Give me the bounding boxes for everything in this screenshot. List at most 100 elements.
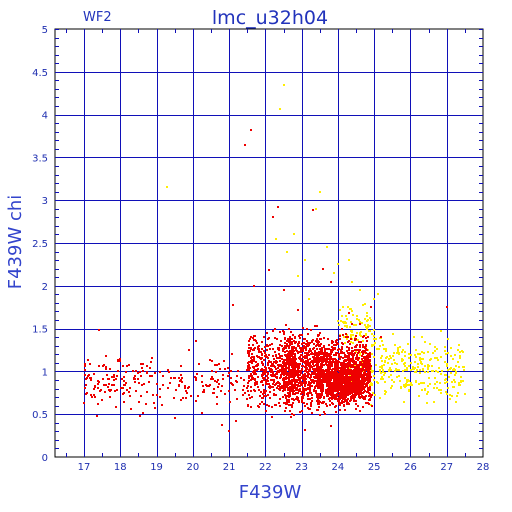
data-point (285, 397, 287, 399)
data-point (375, 364, 377, 366)
data-point (248, 394, 250, 396)
data-point (305, 388, 307, 390)
data-point (319, 378, 321, 380)
data-point (142, 363, 144, 365)
data-point (341, 374, 343, 376)
data-point (410, 382, 412, 384)
data-point (184, 385, 186, 387)
data-point (418, 383, 420, 385)
data-point (293, 340, 295, 342)
data-point (271, 365, 273, 367)
data-point (262, 374, 264, 376)
grid-lines (55, 29, 483, 457)
data-point (367, 359, 369, 361)
data-point (261, 348, 263, 350)
data-point (116, 389, 118, 391)
data-point (298, 364, 300, 366)
data-point (223, 360, 225, 362)
data-point (297, 373, 299, 375)
y-tick-label: 1.5 (32, 325, 48, 336)
data-point (349, 343, 351, 345)
data-point (302, 378, 304, 380)
data-point (272, 371, 274, 373)
data-point (304, 377, 306, 379)
data-point (281, 371, 283, 373)
data-point (300, 393, 302, 395)
data-point (453, 386, 455, 388)
data-point (173, 397, 175, 399)
data-point (273, 389, 275, 391)
data-point (288, 378, 290, 380)
data-point (339, 335, 341, 337)
data-point (300, 371, 302, 373)
data-point (279, 405, 281, 407)
data-point (247, 385, 249, 387)
data-point (315, 208, 317, 210)
data-point (348, 312, 350, 314)
data-point (333, 384, 335, 386)
data-point (333, 394, 335, 396)
data-point (340, 356, 342, 358)
data-point (415, 381, 417, 383)
y-tick-label: 2 (42, 282, 48, 293)
data-point (381, 355, 383, 357)
data-point (293, 350, 295, 352)
data-point (292, 402, 294, 404)
data-point (294, 368, 296, 370)
data-point (332, 403, 334, 405)
data-point (216, 403, 218, 405)
data-point (138, 382, 140, 384)
data-point (283, 331, 285, 333)
data-point (267, 372, 269, 374)
data-point (287, 389, 289, 391)
data-point (339, 409, 341, 411)
data-point (351, 372, 353, 374)
data-point (366, 382, 368, 384)
data-point (343, 373, 345, 375)
data-point (257, 368, 259, 370)
data-point (113, 379, 115, 381)
data-point (352, 314, 354, 316)
data-point (317, 360, 319, 362)
data-point (344, 409, 346, 411)
data-point (345, 322, 347, 324)
data-point (355, 380, 357, 382)
data-point (313, 347, 315, 349)
data-point (87, 359, 89, 361)
data-point (439, 382, 441, 384)
data-point (218, 363, 220, 365)
data-point (364, 318, 366, 320)
data-point (240, 377, 242, 379)
data-point (316, 362, 318, 364)
data-point (284, 342, 286, 344)
data-point (307, 407, 309, 409)
data-point (350, 334, 352, 336)
data-point (322, 370, 324, 372)
data-point (352, 334, 354, 336)
data-point (345, 336, 347, 338)
data-point (308, 373, 310, 375)
data-point (234, 389, 236, 391)
data-point (369, 330, 371, 332)
data-point (329, 359, 331, 361)
data-points (83, 84, 466, 432)
data-point (293, 371, 295, 373)
data-point (326, 405, 328, 407)
data-point (325, 389, 327, 391)
data-point (356, 354, 358, 356)
data-point (349, 369, 351, 371)
data-point (356, 349, 358, 351)
data-point (351, 323, 353, 325)
data-point (253, 378, 255, 380)
data-point (384, 361, 386, 363)
data-point (140, 395, 142, 397)
data-point (83, 402, 85, 404)
data-point (278, 402, 280, 404)
data-point (340, 390, 342, 392)
data-point (357, 369, 359, 371)
data-point (464, 393, 466, 395)
data-point (360, 331, 362, 333)
data-point (251, 353, 253, 355)
data-point (195, 340, 197, 342)
data-point (369, 363, 371, 365)
